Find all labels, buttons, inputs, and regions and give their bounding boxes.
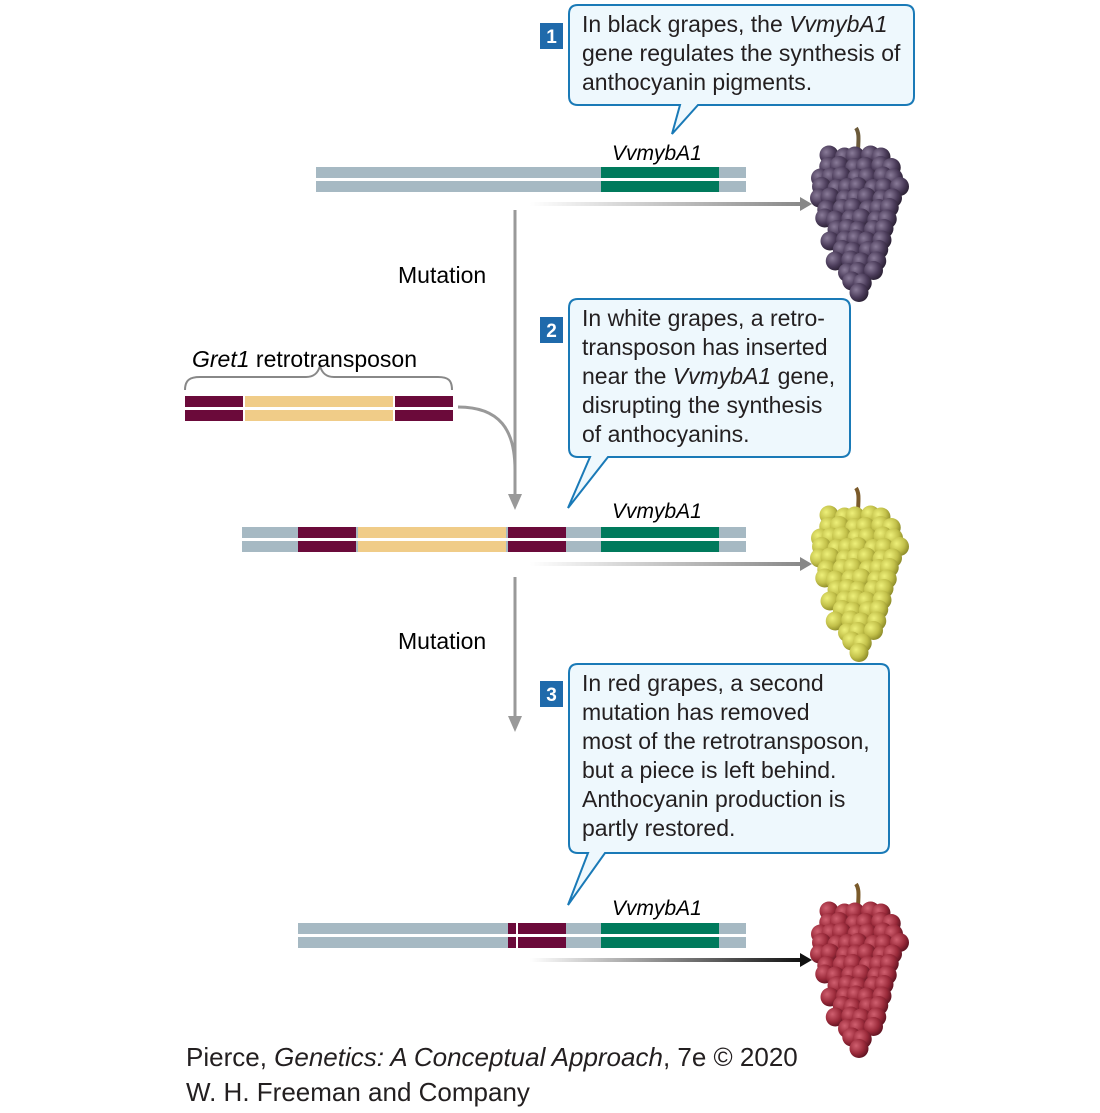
callout-line: In black grapes, the VvmybA1 bbox=[582, 11, 888, 37]
grape-berry bbox=[849, 283, 869, 302]
callout-line: but a piece is left behind. bbox=[582, 757, 837, 783]
step-2-badge bbox=[540, 317, 563, 343]
black-grape-cluster-image bbox=[810, 126, 909, 302]
gene-label: VvmybA1 bbox=[612, 142, 702, 165]
grape-berry bbox=[849, 643, 869, 662]
callout-line: transposon has inserted bbox=[582, 334, 828, 360]
credit-line-2: W. H. Freeman and Company bbox=[186, 1077, 530, 1107]
callout-2-frame: 2 bbox=[540, 298, 851, 509]
gene-label: VvmybA1 bbox=[612, 897, 702, 920]
dna-excision: VvmybA1 bbox=[298, 897, 812, 967]
callout-line: In red grapes, a second bbox=[582, 670, 824, 696]
grape-berry bbox=[864, 1017, 883, 1036]
svg-text:Gret1 retrotransposon: Gret1 retrotransposon bbox=[192, 346, 417, 372]
grape-berry bbox=[864, 621, 883, 640]
mutation-label: Mutation bbox=[398, 628, 486, 654]
gene-vvmyba1-segment bbox=[601, 167, 719, 178]
callout-line: mutation has removed bbox=[582, 699, 810, 725]
expression-arrow bbox=[530, 958, 802, 962]
callout-line: of anthocyanins. bbox=[582, 421, 750, 447]
svg-text:1: 1 bbox=[546, 27, 557, 48]
callout-line: gene regulates the synthesis of bbox=[582, 40, 901, 66]
svg-text:2: 2 bbox=[546, 321, 557, 342]
mutation-arrow-1: Mutation bbox=[398, 210, 522, 510]
step-3-badge bbox=[540, 681, 563, 707]
callout-line: most of the retrotransposon, bbox=[582, 728, 870, 754]
white-grape-cluster-image bbox=[810, 486, 909, 662]
callout-line: Anthocyanin production is bbox=[582, 786, 846, 812]
red-grape-cluster-image bbox=[810, 882, 909, 1058]
mutation-arrow-2: Mutation bbox=[398, 577, 522, 732]
grape-berry bbox=[864, 261, 883, 280]
expression-arrow bbox=[530, 202, 802, 206]
mutation-label: Mutation bbox=[398, 262, 486, 288]
retrotransposon-name: Gret1 bbox=[192, 346, 250, 372]
callout-2-text: In white grapes, a retro-transposon has … bbox=[582, 304, 835, 449]
credit-line-1: Pierce, Genetics: A Conceptual Approach,… bbox=[186, 1042, 798, 1072]
step-1-badge bbox=[540, 23, 563, 49]
retrotransposon-suffix: retrotransposon bbox=[250, 346, 417, 372]
callout-line: disrupting the synthesis bbox=[582, 392, 823, 418]
svg-text:3: 3 bbox=[546, 685, 557, 706]
gene-label: VvmybA1 bbox=[612, 500, 702, 523]
dna-insertion: VvmybA1 bbox=[242, 500, 812, 571]
callout-line: partly restored. bbox=[582, 815, 736, 841]
brace bbox=[184, 362, 453, 391]
grape-berry bbox=[849, 1039, 869, 1058]
credit-edition: , 7e © 2020 bbox=[662, 1042, 798, 1072]
grape-berry bbox=[825, 1007, 845, 1027]
callout-line: near the VvmybA1 gene, bbox=[582, 363, 836, 389]
expression-arrow bbox=[530, 562, 802, 566]
callout-line: anthocyanin pigments. bbox=[582, 69, 813, 95]
credit-title: Genetics: A Conceptual Approach bbox=[274, 1042, 663, 1072]
callout-1-frame: 1 bbox=[540, 4, 915, 135]
callout-1-text: In black grapes, the VvmybA1 gene regulat… bbox=[582, 10, 900, 97]
grape-berry bbox=[825, 251, 845, 271]
callout-line: In white grapes, a retro- bbox=[582, 305, 825, 331]
callout-3-frame: 3 bbox=[540, 663, 890, 906]
callout-3-text: In red grapes, a second mutation has remo… bbox=[582, 669, 870, 843]
grape-berry bbox=[825, 611, 845, 631]
retrotransposon: Gret1 retrotransposon bbox=[184, 346, 453, 421]
dna-wildtype: VvmybA1 bbox=[316, 142, 812, 211]
credit-author: Pierce, bbox=[186, 1042, 275, 1072]
